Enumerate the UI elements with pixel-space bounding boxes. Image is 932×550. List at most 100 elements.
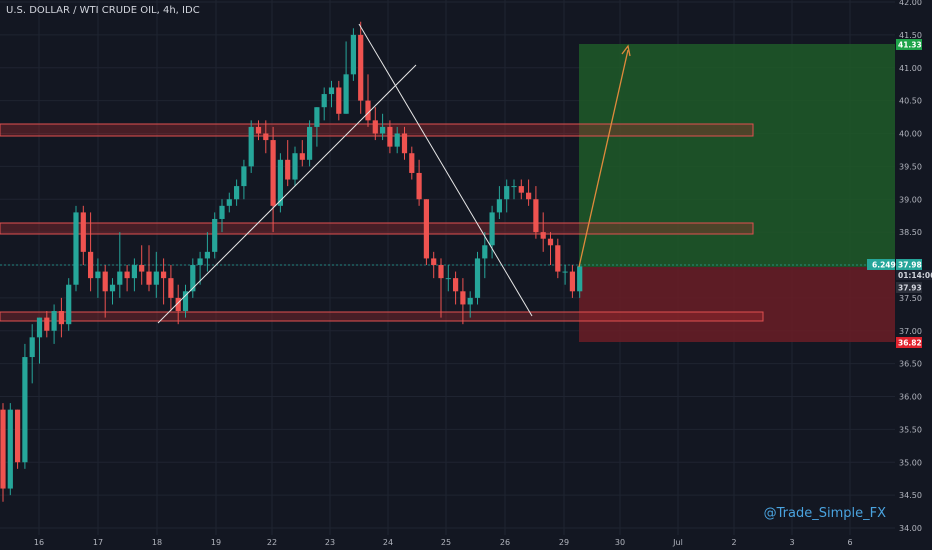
candle-body [36,317,43,338]
time-tick-label: 16 [34,538,44,547]
candle-body [88,251,94,279]
price-tick-label: 36.50 [899,360,922,369]
time-tick-label: 25 [441,538,451,547]
candle-body [489,212,495,246]
candle-body [29,337,35,358]
stop-price-badge [896,337,922,348]
loss-zone[interactable] [579,267,895,342]
candle-body [343,74,349,114]
candle-body [518,186,524,193]
candle-body [577,266,583,292]
candle-body [117,271,123,285]
candle-body [409,153,415,173]
candle-body [204,251,210,259]
candle-body [416,172,422,200]
price-tick-label: 40.50 [899,97,922,106]
candle-body [124,271,130,279]
candle-body [438,265,444,279]
candle-body [197,258,203,265]
candle-body [511,186,517,188]
falling-trendline[interactable] [358,23,533,317]
candle-body [161,271,167,279]
candle-body [58,311,64,325]
candle-body [248,126,254,167]
candle-body [401,133,408,154]
mid-zone[interactable] [0,222,754,235]
candle-body [540,232,546,239]
candle-body [234,186,240,200]
candle-body [547,238,554,246]
candle-body [292,153,298,180]
candle-body [226,199,232,206]
candle-body [423,199,429,259]
price-tick-label: 37.00 [899,327,922,336]
support-zone[interactable] [0,311,764,322]
chart-title: U.S. DOLLAR / WTI CRUDE OIL, 4h, IDC [6,5,200,16]
projection-arrow[interactable] [578,49,629,268]
price-tick-label: 35.00 [899,458,922,467]
candle-body [460,291,466,305]
time-tick-label: 24 [383,538,393,547]
candles [0,21,583,502]
candle-body [190,265,196,292]
candle-body [431,258,437,265]
price-tick-label: 39.00 [899,195,922,204]
candle-body [182,291,189,312]
price-tick-label: 34.00 [899,524,922,533]
watermark: @Trade_Simple_FX [763,506,886,521]
profit-zone[interactable] [579,44,895,267]
price-axis[interactable]: 34.00 34.50 35.00 35.50 36.00 36.50 37.00 37.50… [899,0,922,533]
time-tick-label: 18 [152,538,162,547]
candle-body [358,34,364,101]
price-tick-label: 40.00 [899,130,922,139]
stop-price-label: 36.82 [898,339,922,348]
candle-body [175,297,181,312]
price-tick-label: 34.50 [899,491,922,500]
time-tick-label: Jul [672,538,683,547]
price-tick-label: 42.00 [899,0,922,7]
candle-body [15,409,21,463]
candle-body [307,126,313,160]
price-tick-label: 41.00 [899,64,922,73]
ratio-badge [867,259,895,270]
candle-body [474,258,481,298]
time-tick-label: 29 [559,538,569,547]
candle-body [168,278,174,298]
candle-body [241,166,247,187]
candle-body [285,159,291,180]
current-price-label: 37.98 [898,261,922,270]
time-tick-label: 30 [615,538,625,547]
candle-body [219,205,225,219]
price-tick-label: 37.50 [899,294,922,303]
candle-body [526,192,532,200]
candle-body [146,271,152,285]
candle-body [51,311,57,331]
candle-body [394,133,400,147]
price-tick-label: 39.50 [899,162,922,171]
candle-body [496,199,502,213]
time-tick-label: 6 [847,538,852,547]
candle-body [299,153,305,160]
candle-body [139,265,145,272]
candle-body [212,218,218,252]
time-tick-label: 2 [731,538,736,547]
candle-body [109,284,116,292]
time-axis[interactable]: 16 17 18 19 22 23 24 25 26 29 30 Jul 2 3 6 [34,538,853,547]
candle-body [22,357,28,463]
time-tick-label: 23 [325,538,335,547]
candle-body [131,265,137,279]
candle-body [569,271,575,292]
rising-trendline[interactable] [157,64,417,324]
candle-body [482,245,488,259]
candle-body [562,271,568,273]
time-tick-label: 17 [93,538,103,547]
time-tick-label: 3 [789,538,794,547]
candle-body [255,126,262,134]
current-price-badge [896,259,922,270]
countdown-label: 01:14:06 [898,271,932,280]
price-tick-label: 35.50 [899,425,922,434]
candle-body [263,133,269,141]
candle-body [445,278,451,280]
candle-body [504,186,510,200]
